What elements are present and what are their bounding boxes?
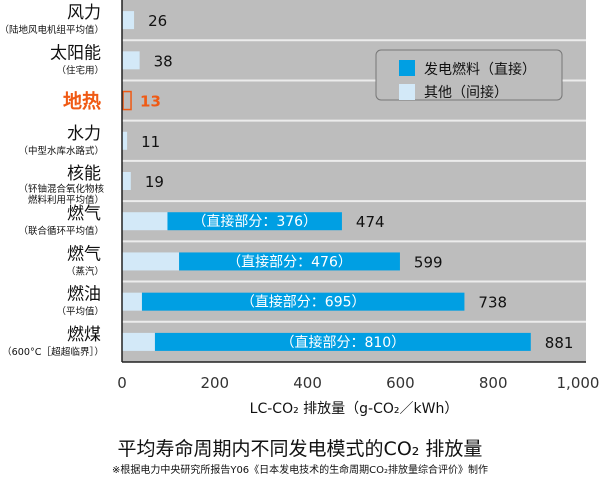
category-sublabel: （平均值） (56, 306, 104, 318)
category-label: 水力 (67, 124, 101, 144)
bar-direct (154, 332, 531, 351)
bar-direct (141, 292, 465, 311)
bar-indirect (122, 90, 132, 111)
chart-note: ※根据电力中央研究所报告Y06《日本发电技术的生命周期CO₂排放量综合评价》制作 (111, 465, 489, 476)
category-sublabel: （蒸汽） (66, 265, 104, 277)
category-label: 燃气 (67, 244, 101, 264)
category-sublabel: （钚铀混合氧化物核 (18, 183, 104, 195)
x-tick-label: 0 (117, 374, 127, 392)
x-tick-label: 600 (386, 374, 415, 392)
bar-direct (179, 252, 400, 271)
category-sublabel: （住宅用） (56, 64, 104, 76)
bar-indirect (122, 212, 168, 231)
category-label: 燃油 (67, 285, 101, 305)
chart-title: 平均寿命周期内不同发电模式的CO₂ 排放量 (117, 438, 483, 460)
category-sublabel: （陆地风电机组平均值） (0, 24, 104, 36)
total-label: 738 (478, 294, 507, 312)
category-label: 燃气 (67, 204, 101, 224)
bar-indirect (122, 292, 142, 311)
category-label: 地热 (63, 90, 101, 113)
x-tick-label: 1,000 (557, 374, 600, 392)
total-label: 13 (140, 93, 161, 111)
legend-label-direct: 发电燃料（直接） (424, 61, 536, 78)
bar-indirect (122, 131, 128, 150)
bar-indirect (122, 252, 180, 271)
direct-label: （直接部分：476） (227, 253, 352, 270)
x-tick-label: 800 (479, 374, 508, 392)
category-sublabel: （中型水库水路式） (18, 145, 104, 157)
category-label: 燃煤 (67, 325, 101, 345)
x-tick-label: 200 (200, 374, 229, 392)
total-label: 474 (356, 213, 385, 231)
direct-label: （直接部分：376） (192, 213, 317, 230)
x-axis-label: LC-CO₂ 排放量（g-CO₂／kWh） (250, 401, 459, 417)
bar-indirect (122, 332, 155, 351)
category-label: 太阳能 (50, 43, 101, 63)
total-label: 11 (141, 133, 160, 151)
total-label: 19 (145, 173, 164, 191)
direct-label: （直接部分：810） (280, 334, 405, 351)
x-tick-label: 400 (293, 374, 322, 392)
legend (375, 49, 563, 101)
total-label: 881 (545, 334, 574, 352)
legend-label-indirect: 其他（间接） (424, 84, 508, 101)
category-sublabel: （600°C［超超临界］） (2, 346, 104, 358)
legend-swatch-direct (399, 60, 415, 76)
total-label: 38 (154, 52, 173, 70)
total-label: 26 (148, 12, 167, 30)
total-label: 599 (414, 253, 443, 271)
bar-direct (167, 212, 342, 231)
legend-swatch-indirect (399, 84, 415, 100)
bar-indirect (122, 51, 140, 70)
direct-label: （直接部分：695） (241, 294, 366, 311)
bar-indirect (122, 172, 131, 190)
category-label: 风力 (67, 3, 101, 23)
category-sublabel: （联合循环平均值） (18, 225, 104, 237)
bar-indirect (122, 11, 135, 30)
category-sublabel: 燃料利用平均值） (28, 194, 104, 206)
category-label: 核能 (67, 164, 101, 184)
